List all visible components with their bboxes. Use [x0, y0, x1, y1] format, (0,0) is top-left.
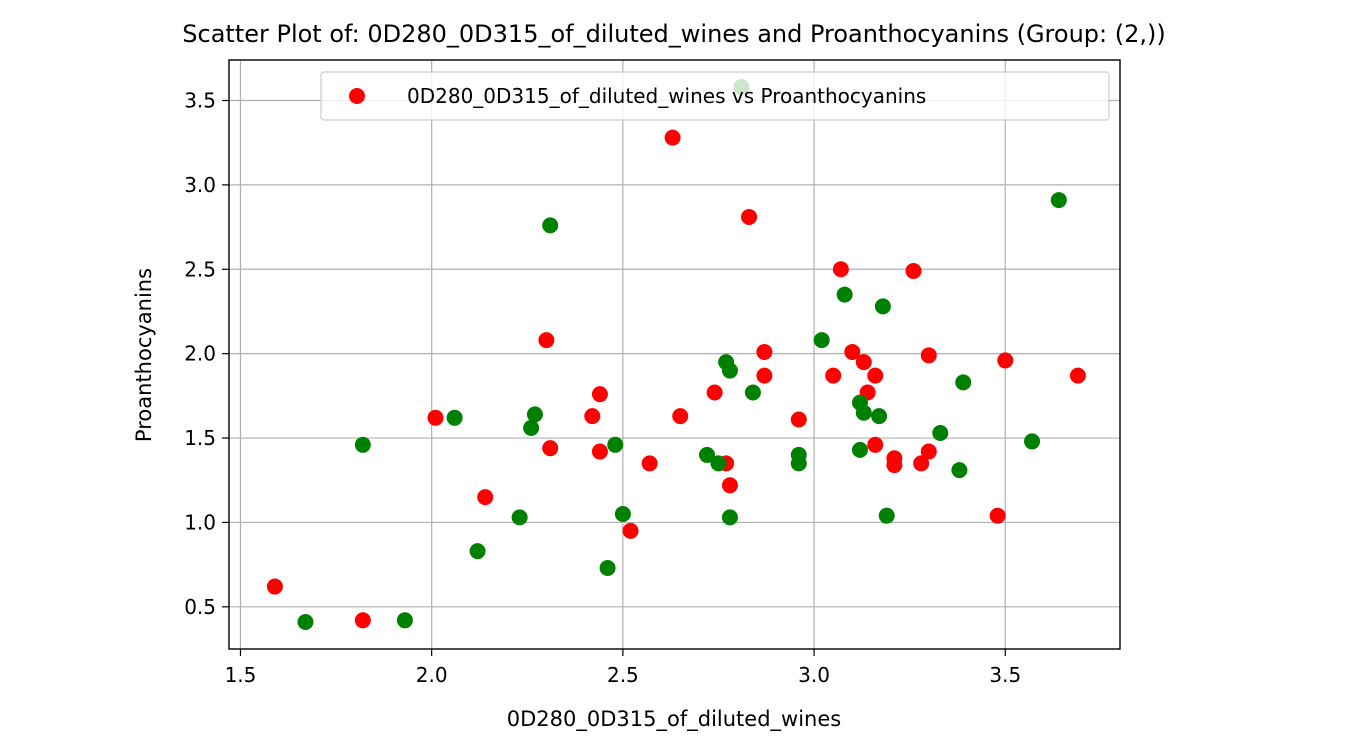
- data-point-red: [354, 612, 371, 629]
- data-point-red: [867, 367, 884, 384]
- data-point-green: [511, 509, 528, 526]
- data-point-green: [851, 441, 868, 458]
- data-point-red: [832, 261, 849, 278]
- data-point-red: [756, 343, 773, 360]
- data-point-red: [905, 262, 922, 279]
- legend-marker: [349, 88, 365, 104]
- data-point-green: [932, 424, 949, 441]
- data-point-green: [710, 455, 727, 472]
- data-point-green: [699, 446, 716, 463]
- data-point-red: [584, 408, 601, 425]
- y-tick-label: 0.5: [184, 595, 216, 619]
- data-point-green: [855, 404, 872, 421]
- data-point-red: [1069, 367, 1086, 384]
- data-point-red: [989, 507, 1006, 524]
- x-axis-label: 0D280_0D315_of_diluted_wines: [507, 707, 841, 732]
- data-point-red: [867, 436, 884, 453]
- data-point-red: [844, 343, 861, 360]
- data-point-red: [825, 367, 842, 384]
- data-point-green: [614, 505, 631, 522]
- data-point-green: [955, 374, 972, 391]
- data-point-green: [297, 613, 314, 630]
- legend[interactable]: 0D280_0D315_of_diluted_wines vs Proantho…: [320, 71, 1110, 121]
- data-point-green: [599, 559, 616, 576]
- data-point-green: [446, 409, 463, 426]
- data-point-green: [607, 436, 624, 453]
- data-point-red: [477, 489, 494, 506]
- data-point-red: [886, 457, 903, 474]
- data-point-green: [469, 543, 486, 560]
- data-point-red: [641, 455, 658, 472]
- data-point-green: [721, 509, 738, 526]
- data-point-green: [721, 362, 738, 379]
- legend-label: 0D280_0D315_of_diluted_wines vs Proantho…: [407, 84, 926, 108]
- data-point-green: [874, 298, 891, 315]
- data-point-red: [756, 367, 773, 384]
- data-point-red: [920, 347, 937, 364]
- data-point-green: [790, 455, 807, 472]
- x-tick-label: 2.5: [607, 663, 639, 687]
- grid-lines: [229, 60, 1120, 649]
- data-points: [266, 79, 1086, 630]
- data-point-red: [591, 386, 608, 403]
- data-point-red: [664, 129, 681, 146]
- data-point-green: [878, 507, 895, 524]
- data-point-red: [622, 522, 639, 539]
- data-point-green: [1024, 433, 1041, 450]
- data-point-green: [744, 384, 761, 401]
- legend-box: [320, 71, 1110, 121]
- x-tick-label: 2.0: [416, 663, 448, 687]
- data-point-green: [1050, 192, 1067, 209]
- data-point-green: [523, 419, 540, 436]
- data-point-green: [836, 286, 853, 303]
- data-point-red: [741, 208, 758, 225]
- plot-frame: [228, 59, 1121, 650]
- y-tick-label: 3.5: [184, 89, 216, 113]
- data-point-green: [542, 217, 559, 234]
- data-point-green: [813, 332, 830, 349]
- data-point-green: [526, 406, 543, 423]
- data-point-red: [997, 352, 1014, 369]
- data-point-red: [913, 455, 930, 472]
- data-point-red: [855, 354, 872, 371]
- data-point-green: [354, 436, 371, 453]
- data-point-red: [790, 411, 807, 428]
- y-tick-label: 1.0: [184, 510, 216, 534]
- x-tick-label: 3.5: [989, 663, 1021, 687]
- data-point-green: [951, 462, 968, 479]
- data-point-red: [427, 409, 444, 426]
- x-tick-label: 1.5: [225, 663, 257, 687]
- data-point-red: [706, 384, 723, 401]
- data-point-red: [721, 477, 738, 494]
- data-point-red: [542, 440, 559, 457]
- y-tick-label: 2.5: [184, 257, 216, 281]
- x-tick-label: 3.0: [798, 663, 830, 687]
- data-point-red: [920, 443, 937, 460]
- data-point-green: [871, 408, 888, 425]
- y-tick-label: 3.0: [184, 173, 216, 197]
- y-axis-label: Proanthocyanins: [132, 268, 156, 442]
- data-point-red: [538, 332, 555, 349]
- data-point-red: [591, 443, 608, 460]
- y-tick-label: 2.0: [184, 342, 216, 366]
- chart-title: Scatter Plot of: 0D280_0D315_of_diluted_…: [182, 20, 1165, 48]
- y-tick-label: 1.5: [184, 426, 216, 450]
- data-point-red: [672, 408, 689, 425]
- axis-ticks: 1.5 2.0 2.5 3.0 3.5 0.5 1.0 1.5 2.0 2.5 3.0 3.5: [184, 89, 1021, 687]
- data-point-green: [396, 612, 413, 629]
- data-point-red: [266, 578, 283, 595]
